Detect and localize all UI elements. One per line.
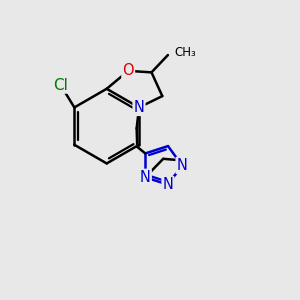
Text: Cl: Cl (53, 78, 68, 93)
Text: N: N (140, 170, 151, 185)
Text: CH₃: CH₃ (175, 46, 196, 59)
Text: N: N (177, 158, 188, 173)
Text: O: O (122, 63, 134, 78)
Text: N: N (163, 177, 173, 192)
Text: N: N (134, 100, 145, 115)
